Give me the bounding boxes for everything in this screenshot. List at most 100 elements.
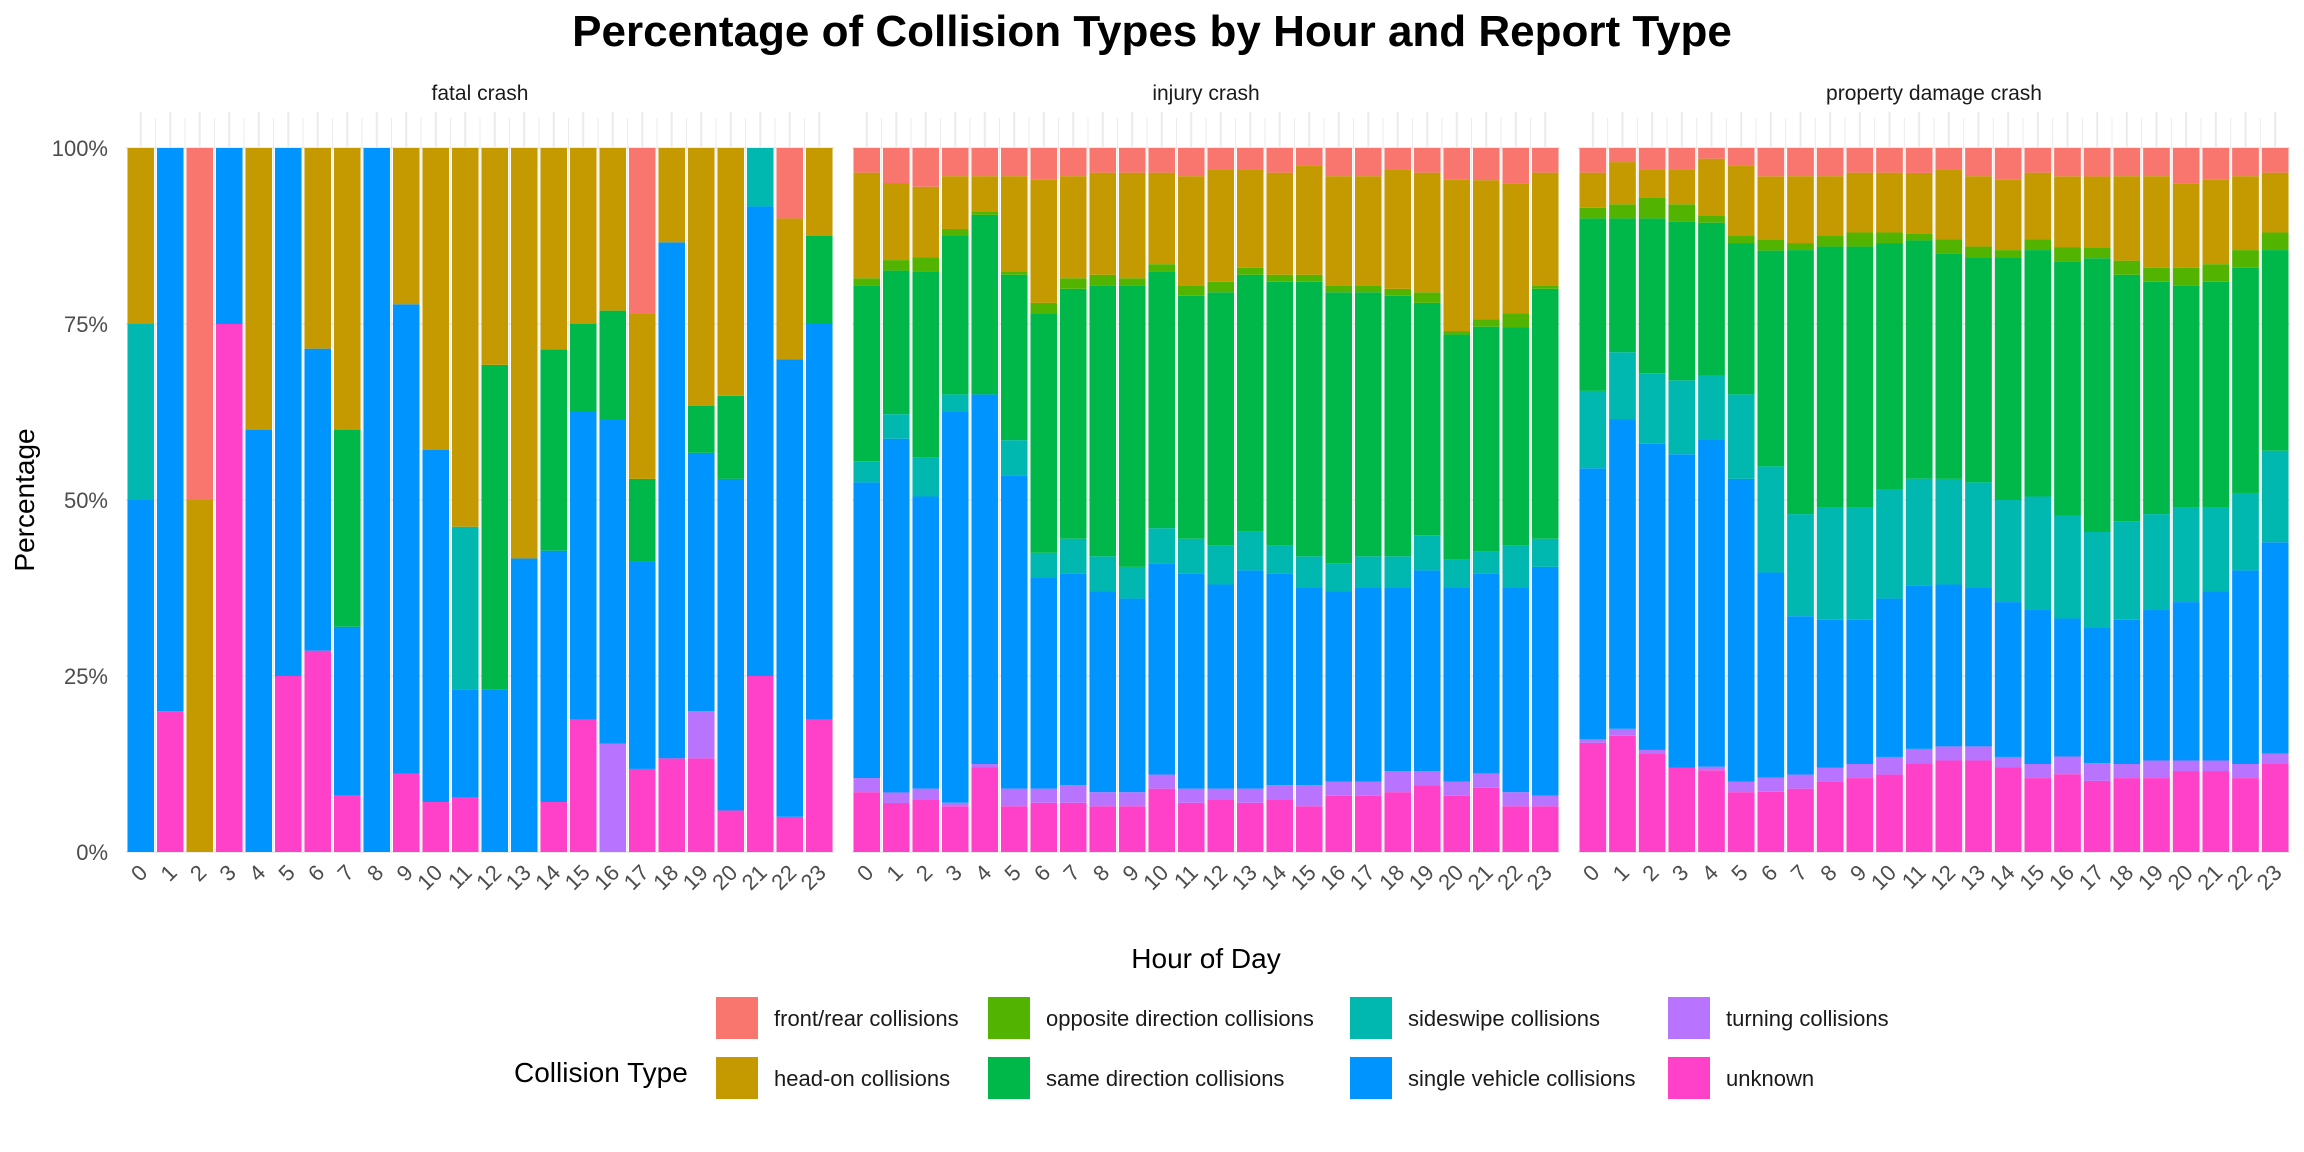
bar-segment [1384,588,1412,772]
bar-segment [1295,785,1323,807]
bar-segment [1384,792,1412,852]
bar-segment [882,438,910,793]
bar-segment [304,148,332,349]
bar-segment [1148,264,1176,272]
bar-segment [1757,250,1785,467]
bar-segment [1846,148,1874,173]
x-tick-label: 23 [1522,860,1557,895]
bar-segment [2202,179,2230,265]
bar-segment [805,236,833,324]
bar-segment [1935,148,1963,170]
bar-segment [2232,764,2259,779]
bar-segment [1668,148,1696,170]
bar-segment [1118,806,1146,852]
bar-segment [1413,785,1441,852]
bar-segment [912,788,940,800]
bar-segment [1579,742,1607,852]
bar-segment [1413,292,1441,303]
bar-segment [1059,148,1087,177]
bar-segment [1384,288,1412,296]
bar-segment [1118,148,1146,173]
bar-segment [2232,148,2259,177]
x-tick-label: 7 [332,860,358,886]
bar-segment [1502,313,1530,328]
bar-segment [2083,532,2111,628]
bar-segment [1000,475,1028,789]
bar-segment [215,148,243,324]
bar-segment [1059,538,1087,574]
bar-segment [1876,774,1903,852]
bar-segment [971,148,999,177]
bar-segment [1876,243,1903,490]
bar-segment [1118,278,1146,286]
x-tick-label: 10 [1138,860,1173,895]
bar-segment [569,719,597,852]
bar-segment [2232,267,2259,493]
bar-segment [1531,288,1559,539]
bar-segment [1443,588,1471,782]
bar-segment [941,176,969,229]
bar-segment [1846,172,1874,233]
bar-segment [2143,514,2170,610]
bar-segment [1177,538,1205,574]
bar-segment [2054,148,2081,177]
bar-segment [1668,380,1696,455]
bar-segment [2054,261,2081,516]
bar-segment [2261,232,2289,251]
bar-segment [1846,619,1874,764]
legend-label: sideswipe collisions [1408,1006,1600,1031]
bar-segment [1816,767,1844,782]
bar-segment [2172,285,2200,508]
bar-segment [1236,531,1264,571]
bar-segment [1727,236,1755,244]
bar-segment [1089,285,1117,557]
bar-segment [2261,753,2289,764]
bar-segment [2113,778,2141,852]
bar-segment [941,412,969,803]
bar-segment [1030,302,1058,314]
y-tick-label: 100% [52,136,108,161]
bar-segment [1207,584,1235,789]
bar-segment [127,324,155,500]
bar-segment [941,148,969,177]
bar-segment [1502,792,1530,807]
bar-segment [1000,806,1028,852]
bar-segment [1816,236,1844,247]
bar-segment [971,767,999,852]
bar-segment [2172,771,2200,852]
bar-segment [186,500,214,852]
x-tick-label: 4 [1697,860,1723,886]
bar-segment [2083,176,2111,248]
bar-segment [1236,788,1264,803]
bar-segment [853,778,881,793]
bar-segment [333,795,361,852]
y-tick-label: 50% [64,488,108,513]
bar-segment [451,148,479,527]
bar-segment [1638,749,1666,754]
x-axis-title: Hour of Day [1131,943,1280,974]
x-tick-label: 3 [1667,860,1693,886]
bar-segment [2202,760,2230,772]
bar-segment [274,676,302,852]
bar-segment [1325,292,1353,564]
bar-segment [2083,247,2111,259]
bar-segment [1030,148,1058,180]
bar-segment [805,719,833,852]
bar-segment [1030,313,1058,553]
bar-segment [1207,788,1235,800]
bar-segment [1609,419,1636,729]
bar-segment [1148,148,1176,173]
bar-segment [156,148,184,712]
bar-segment [912,257,940,272]
bar-segment [658,242,686,759]
bar-segment [1443,331,1471,335]
bar-segment [1295,148,1323,166]
x-tick-label: 0 [852,860,878,886]
bar-segment [156,711,184,852]
bar-segment [1089,591,1117,793]
axes: Hour of Day Percentage [9,428,1281,974]
bar-segment [941,394,969,412]
bar-segment [1668,221,1696,381]
bar-segment [2143,148,2170,177]
